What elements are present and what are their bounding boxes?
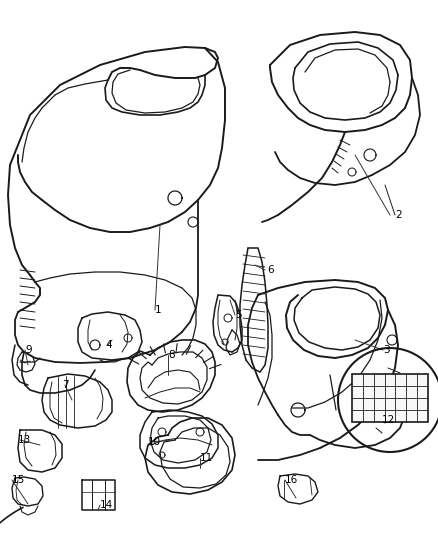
Text: 1: 1 xyxy=(155,305,162,315)
Text: 6: 6 xyxy=(267,265,274,275)
Text: 9: 9 xyxy=(25,345,32,355)
Text: 2: 2 xyxy=(395,210,402,220)
Text: 3: 3 xyxy=(383,345,390,355)
Bar xyxy=(352,374,428,422)
Text: 11: 11 xyxy=(200,453,213,463)
Text: 15: 15 xyxy=(12,475,25,485)
Text: 12: 12 xyxy=(382,415,395,425)
Text: 5: 5 xyxy=(235,310,242,320)
Text: 13: 13 xyxy=(18,435,31,445)
Text: 7: 7 xyxy=(62,380,69,390)
Text: 16: 16 xyxy=(285,475,298,485)
Text: 8: 8 xyxy=(168,350,175,360)
Text: 10: 10 xyxy=(148,437,161,447)
Text: 4: 4 xyxy=(105,340,112,350)
Text: 14: 14 xyxy=(100,500,113,510)
